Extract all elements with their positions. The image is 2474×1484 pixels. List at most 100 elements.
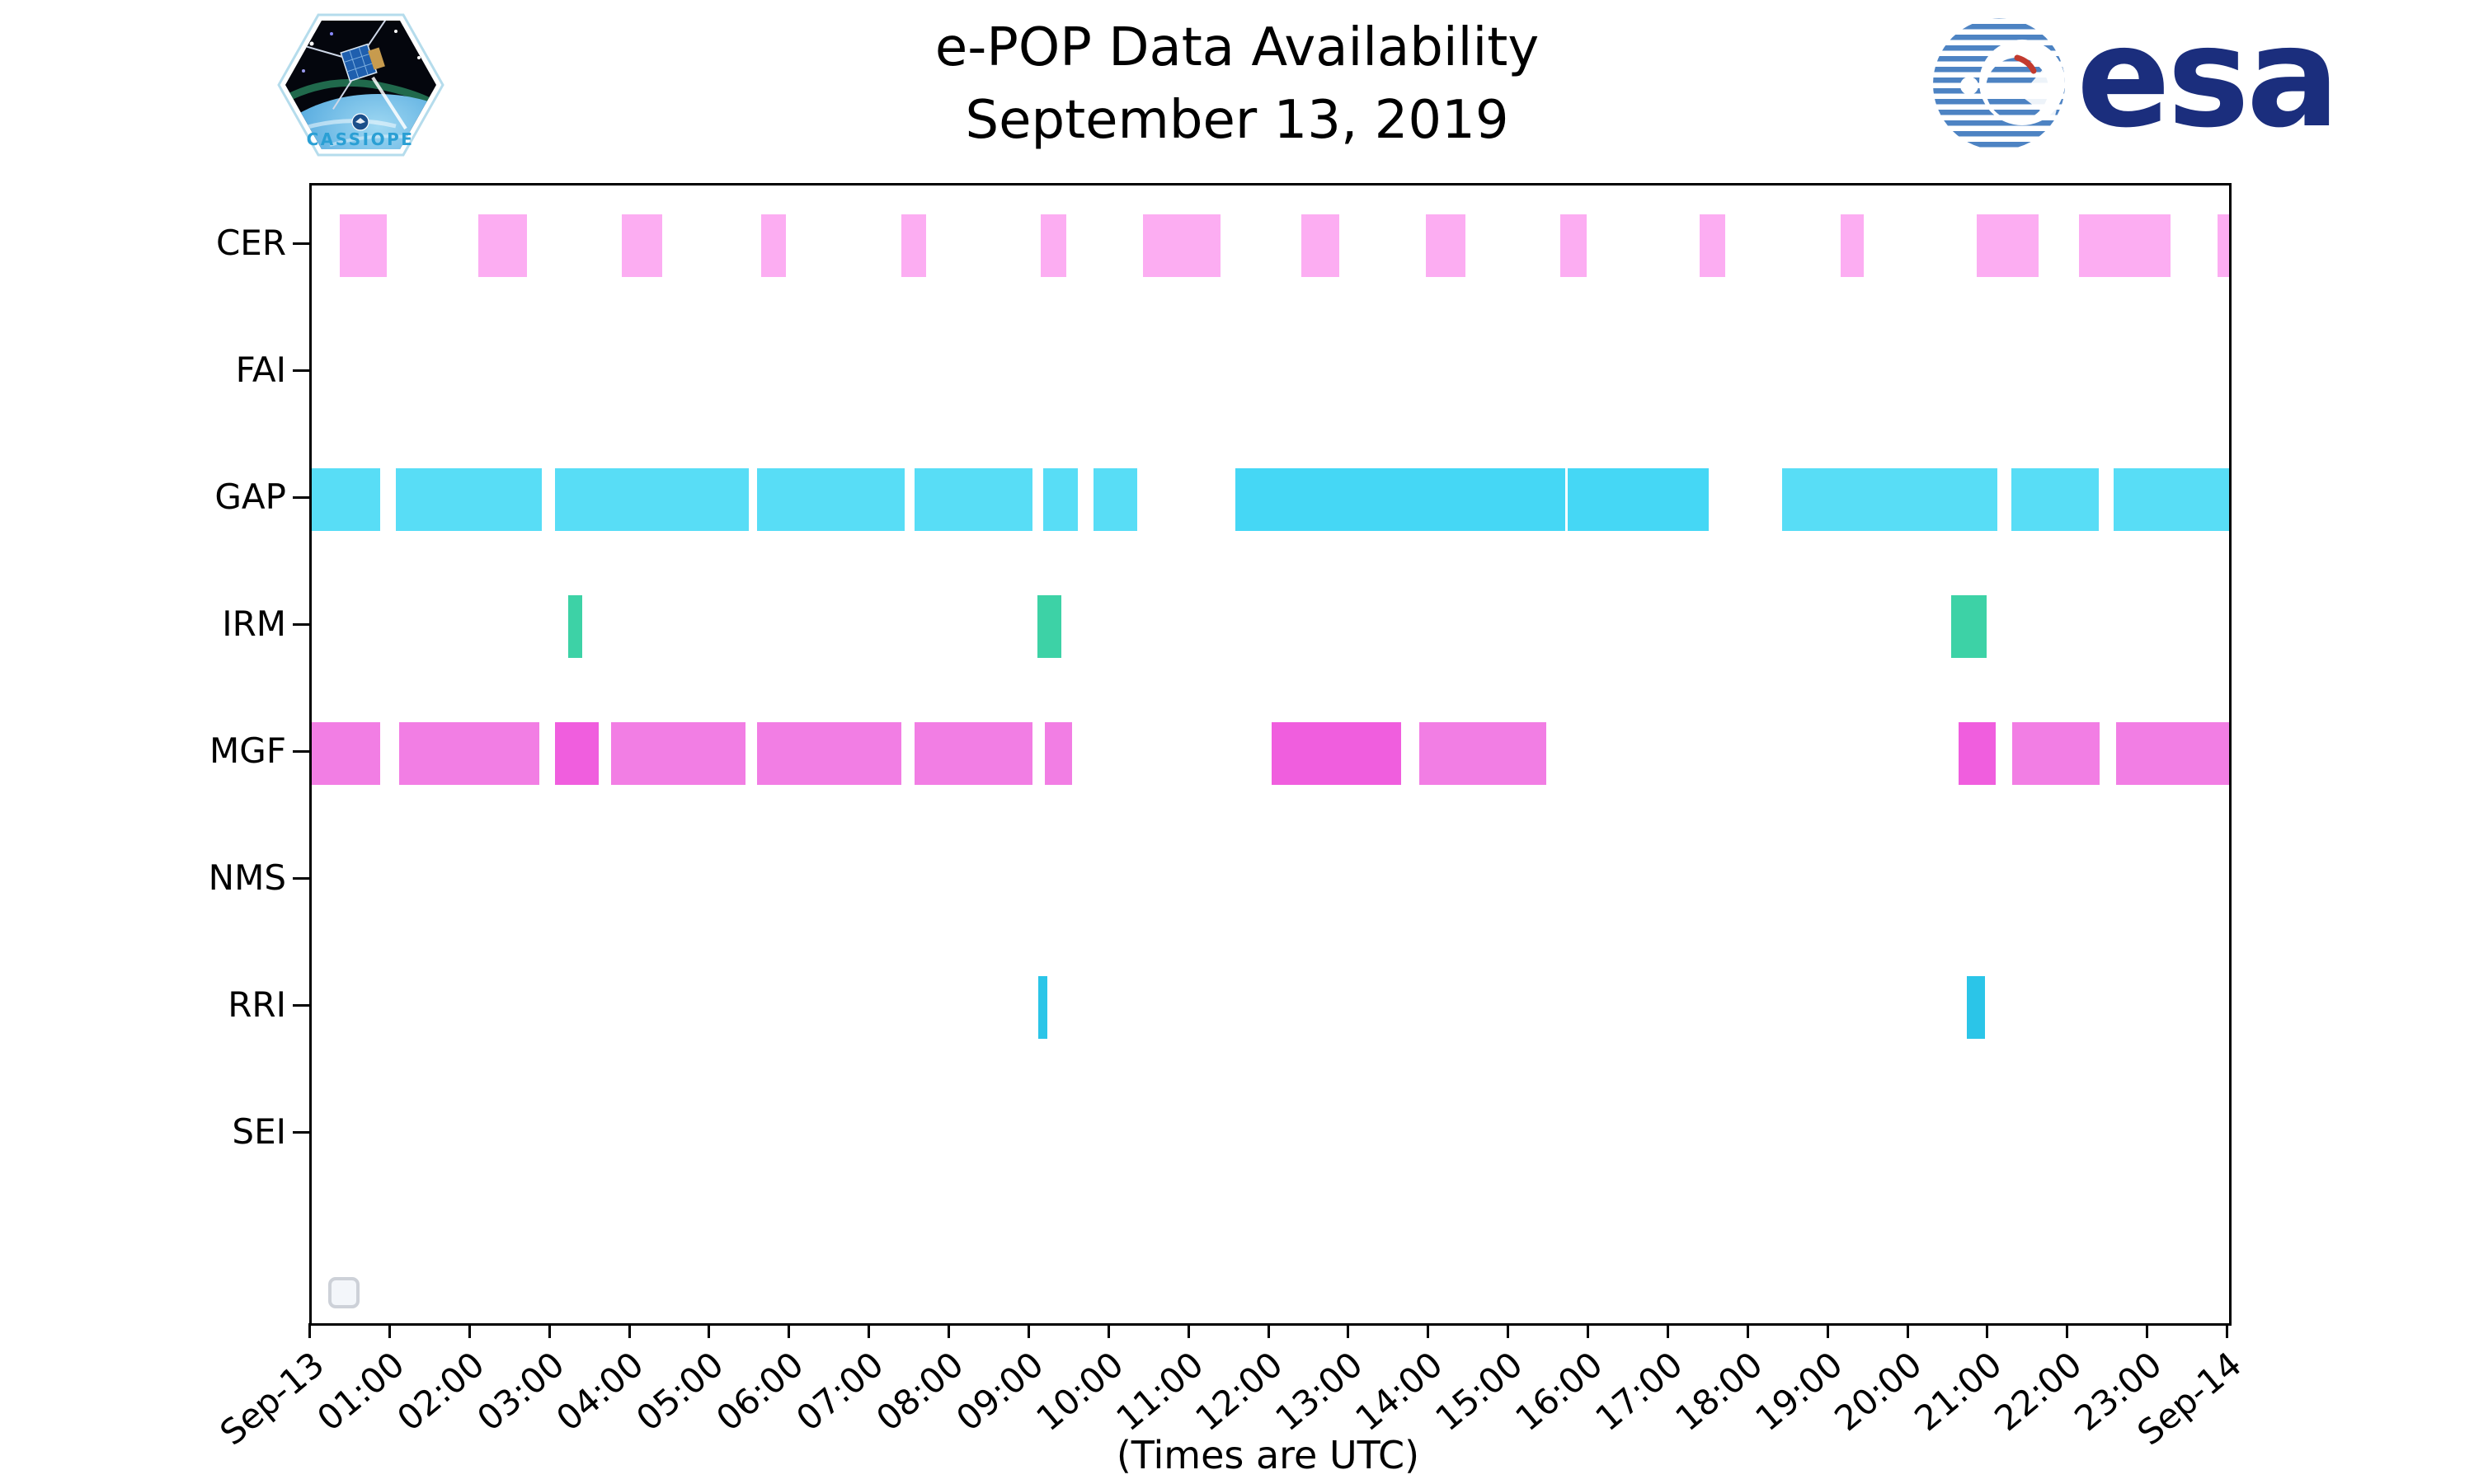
x-tick-label-12: 12:00	[1188, 1344, 1291, 1439]
x-tick-mark-13	[1347, 1323, 1350, 1338]
bar-cer-1	[477, 214, 527, 277]
patch-label: CASSIOPE	[307, 129, 415, 149]
bar-cer-8	[1426, 214, 1465, 277]
x-tick-label-19: 19:00	[1747, 1344, 1851, 1439]
x-tick-label-3: 03:00	[468, 1344, 572, 1439]
y-tick-mark-gap	[293, 496, 309, 499]
bar-cer-10	[1699, 214, 1725, 277]
cassiope-mission-patch: CASSIOPE	[272, 7, 449, 167]
y-tick-label-gap: GAP	[214, 477, 286, 517]
bar-mgf-10	[2011, 722, 2100, 785]
x-tick-label-20: 20:00	[1827, 1344, 1930, 1439]
y-tick-label-nms: NMS	[208, 857, 286, 898]
x-tick-label-5: 05:00	[628, 1344, 731, 1439]
x-tick-label-15: 15:00	[1427, 1344, 1531, 1439]
chart-title: e-POP Data Availability September 13, 20…	[0, 12, 2474, 157]
bar-mgf-11	[2116, 722, 2229, 785]
bar-mgf-2	[555, 722, 599, 785]
bar-mgf-3	[611, 722, 746, 785]
x-tick-label-9: 09:00	[948, 1344, 1051, 1439]
x-tick-label-2: 02:00	[389, 1344, 492, 1439]
bar-mgf-1	[398, 722, 540, 785]
x-tick-mark-1	[388, 1323, 391, 1338]
bar-gap-11	[2113, 468, 2229, 531]
y-tick-mark-nms	[293, 877, 309, 880]
x-tick-mark-24	[2226, 1323, 2228, 1338]
x-tick-mark-17	[1666, 1323, 1669, 1338]
x-tick-mark-9	[1027, 1323, 1030, 1338]
bar-gap-3	[756, 468, 905, 531]
bar-gap-7	[1235, 468, 1565, 531]
bar-cer-3	[761, 214, 787, 277]
bar-gap-5	[1043, 468, 1079, 531]
y-tick-mark-mgf	[293, 750, 309, 753]
x-tick-label-17: 17:00	[1587, 1344, 1691, 1439]
x-tick-label-11: 11:00	[1108, 1344, 1211, 1439]
y-tick-mark-rri	[293, 1004, 309, 1007]
bar-rri-1	[1967, 976, 1985, 1039]
x-tick-mark-5	[708, 1323, 711, 1338]
esa-e-accent	[2014, 54, 2037, 74]
x-tick-label-6: 06:00	[708, 1344, 811, 1439]
bar-gap-0	[312, 468, 381, 531]
y-tick-label-mgf: MGF	[209, 730, 286, 771]
x-tick-mark-4	[628, 1323, 631, 1338]
bar-gap-8	[1567, 468, 1710, 531]
x-tick-mark-14	[1427, 1323, 1430, 1338]
x-tick-label-1: 01:00	[309, 1344, 412, 1439]
esa-wordmark: esa	[2077, 0, 2340, 158]
bar-mgf-9	[1958, 722, 1997, 785]
cassiope-patch-graphic: CASSIOPE	[277, 13, 444, 157]
y-tick-label-fai: FAI	[235, 350, 286, 390]
bar-cer-7	[1301, 214, 1339, 277]
chart-title-line1: e-POP Data Availability	[934, 17, 1540, 78]
bar-mgf-8	[1418, 722, 1546, 785]
x-tick-mark-23	[2146, 1323, 2149, 1338]
x-tick-mark-6	[788, 1323, 791, 1338]
bar-mgf-7	[1272, 722, 1402, 785]
bar-rri-0	[1037, 976, 1048, 1039]
bar-irm-0	[567, 595, 583, 658]
bar-cer-0	[339, 214, 388, 277]
x-tick-mark-22	[2066, 1323, 2069, 1338]
x-tick-mark-15	[1507, 1323, 1510, 1338]
x-tick-label-8: 08:00	[868, 1344, 971, 1439]
x-tick-mark-18	[1746, 1323, 1749, 1338]
x-tick-mark-11	[1187, 1323, 1190, 1338]
bar-mgf-6	[1045, 722, 1073, 785]
x-tick-label-16: 16:00	[1507, 1344, 1611, 1439]
bar-cer-14	[2218, 214, 2229, 277]
bar-cer-13	[2078, 214, 2171, 277]
x-tick-mark-16	[1587, 1323, 1589, 1338]
x-tick-label-7: 07:00	[788, 1344, 891, 1439]
empty-legend-box	[328, 1277, 360, 1308]
bar-mgf-4	[756, 722, 901, 785]
x-tick-label-13: 13:00	[1268, 1344, 1371, 1439]
bar-irm-2	[1950, 595, 1987, 658]
bar-cer-4	[901, 214, 926, 277]
satellite-beam	[371, 76, 407, 130]
x-tick-label-10: 10:00	[1028, 1344, 1131, 1439]
y-tick-label-sei: SEI	[232, 1111, 286, 1152]
y-tick-label-cer: CER	[215, 223, 286, 263]
bar-cer-6	[1142, 214, 1221, 277]
bar-cer-9	[1560, 214, 1587, 277]
plot-area	[309, 183, 2232, 1326]
x-tick-mark-19	[1826, 1323, 1829, 1338]
bar-gap-9	[1781, 468, 1998, 531]
bar-cer-11	[1841, 214, 1865, 277]
bar-gap-1	[395, 468, 542, 531]
bar-mgf-0	[312, 722, 381, 785]
esa-logo: esa	[1930, 0, 2340, 158]
chart-title-line2: September 13, 2019	[965, 90, 1509, 151]
x-tick-mark-7	[868, 1323, 871, 1338]
x-tick-label-21: 21:00	[1907, 1344, 2010, 1439]
bar-gap-2	[555, 468, 749, 531]
bar-cer-2	[621, 214, 663, 277]
y-tick-mark-irm	[293, 623, 309, 626]
x-tick-mark-21	[1986, 1323, 1989, 1338]
x-tick-mark-0	[308, 1323, 311, 1338]
patch-earth	[285, 94, 436, 149]
bar-gap-4	[915, 468, 1032, 531]
